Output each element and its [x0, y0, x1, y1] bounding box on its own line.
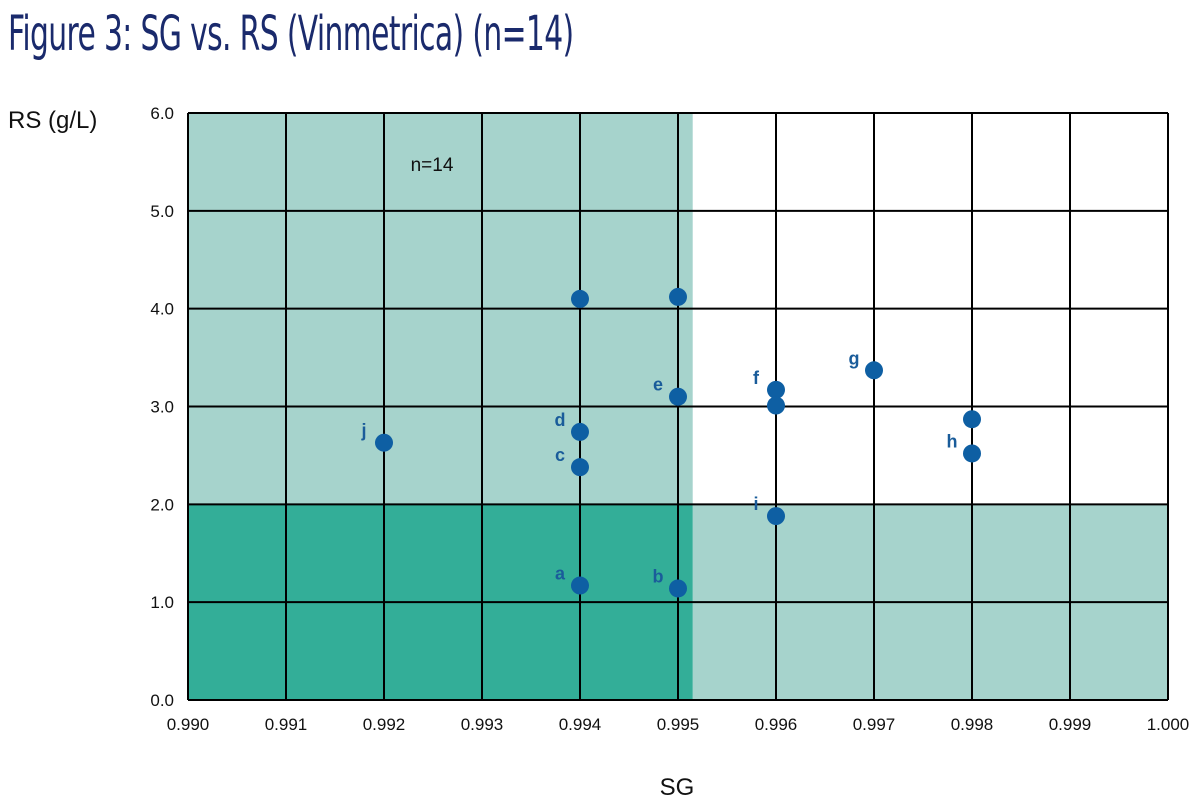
y-tick-label: 5.0 [150, 202, 174, 221]
x-axis-label: SG [660, 774, 695, 801]
data-points: a b cd e f g h i j [360, 287, 981, 598]
x-tick-label: 0.994 [559, 715, 602, 734]
data-point [571, 289, 589, 308]
point-label: a [555, 564, 566, 584]
x-tick-label: 0.995 [657, 715, 700, 734]
data-point [375, 433, 393, 452]
x-tick-label: 0.996 [755, 715, 798, 734]
x-tick-labels: 0.990 0.991 0.992 0.993 0.994 0.995 0.996 0.997… [167, 715, 1190, 734]
x-tick-label: 0.991 [265, 715, 308, 734]
point-label: j [360, 421, 366, 441]
point-label: i [753, 494, 758, 514]
x-tick-label: 0.990 [167, 715, 210, 734]
point-label: h [947, 431, 958, 451]
data-point [669, 287, 687, 306]
data-point [767, 380, 785, 399]
data-point [571, 458, 589, 477]
point-label: f [753, 368, 760, 388]
x-tick-label: 0.992 [363, 715, 406, 734]
point-label: e [653, 375, 663, 395]
data-point [767, 507, 785, 526]
figure-title: Figure 3: SG vs. RS (Vinmetrica) (n=14) [8, 6, 574, 62]
point-label: c [555, 445, 565, 465]
x-tick-label: 0.999 [1049, 715, 1092, 734]
data-point [865, 361, 883, 380]
data-point [571, 422, 589, 441]
grid-lines [187, 112, 1169, 701]
data-point [669, 579, 687, 598]
y-tick-label: 3.0 [150, 398, 174, 417]
y-axis-label: RS (g/L) [8, 107, 97, 134]
y-tick-label: 6.0 [150, 104, 174, 123]
x-tick-label: 0.997 [853, 715, 896, 734]
x-tick-label: 0.993 [461, 715, 504, 734]
data-point [571, 576, 589, 595]
x-tick-label: 0.998 [951, 715, 994, 734]
point-label: d [555, 410, 566, 430]
y-tick-labels: 0.0 1.0 2.0 3.0 4.0 5.0 6.0 [150, 104, 174, 710]
y-tick-label: 1.0 [150, 593, 174, 612]
y-tick-label: 2.0 [150, 495, 174, 514]
data-point [767, 396, 785, 415]
data-point [963, 444, 981, 463]
point-label: b [653, 566, 664, 586]
y-tick-label: 4.0 [150, 300, 174, 319]
x-tick-label: 1.000 [1147, 715, 1190, 734]
data-point [963, 410, 981, 429]
data-point [669, 387, 687, 406]
point-label: g [849, 348, 860, 368]
y-tick-label: 0.0 [150, 691, 174, 710]
sample-size-annotation: n=14 [411, 155, 454, 176]
